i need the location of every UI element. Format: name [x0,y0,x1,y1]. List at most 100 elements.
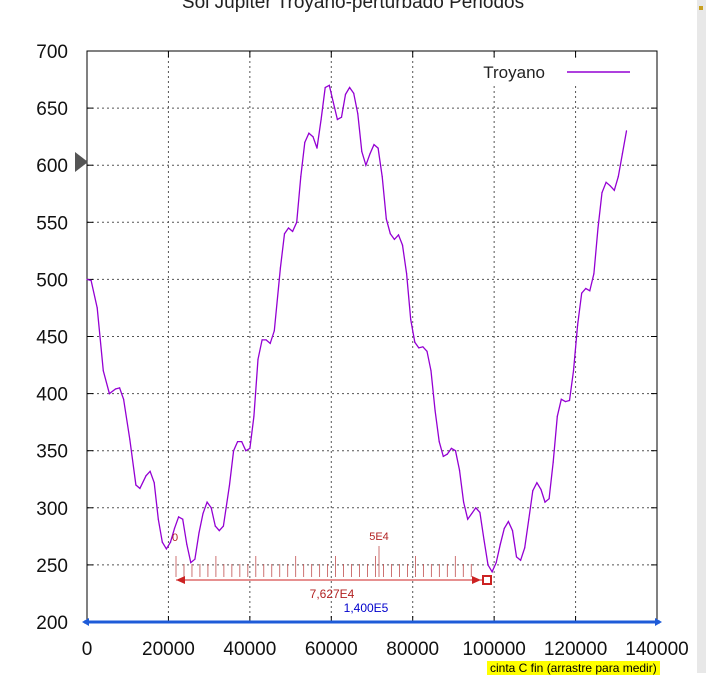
series-point [548,498,550,500]
series-point [90,279,92,282]
series-point [320,118,322,121]
series-point [324,86,326,89]
series-point [511,530,514,532]
series-point [430,370,432,372]
series-point [515,556,518,558]
series-point [446,453,448,455]
series-point [214,525,216,527]
x-tick-label: 140000 [625,639,688,660]
series-point [328,84,330,86]
x-tick-label: 40000 [223,639,276,660]
series-point [308,132,310,134]
x-tick-label: 0 [82,639,93,660]
series-point [157,518,159,520]
series-point [495,562,497,564]
series-point [572,370,575,372]
series-point [145,475,147,477]
series-point [349,86,351,89]
y-tick-label: 450 [36,328,68,349]
series-point [96,307,98,309]
series-point [182,518,184,520]
series-point [467,518,469,520]
series-point [292,230,294,232]
series-point [202,512,204,515]
tape-end-handle [482,575,492,585]
series-point [479,511,481,513]
series-point [503,527,505,530]
series-point [361,150,363,153]
series-point [617,176,619,178]
cursor-pointer-icon [75,152,88,172]
series-point [123,398,125,400]
series-point [536,482,538,484]
series-point [237,441,239,443]
tape-annotation: 0 [172,532,178,544]
series-point [340,116,343,118]
series-point [389,233,391,235]
series-point [520,559,522,561]
series-point [564,401,567,403]
series-point [296,221,298,223]
series-point [397,234,400,236]
series-point [357,113,359,115]
series-point [119,387,121,389]
series-point [418,347,420,349]
y-tick-label: 300 [36,499,68,520]
series-line-troyano [86,84,628,574]
series-point [585,287,587,290]
series-point [434,410,436,412]
series-point [86,278,88,280]
series-point [222,525,224,527]
series-point [552,461,554,463]
edge-marker [699,6,703,10]
series-point [426,350,428,352]
series-point [438,441,440,443]
y-tick-label: 200 [36,613,68,634]
series-point [186,543,188,545]
axis-tick-labels: 0 20000 40000 60000 80000 100000 120000 140000 2… [36,42,688,660]
series-point [210,507,212,509]
tape-annotation: 1,400E5 [344,601,389,615]
series-point [487,564,489,566]
series-point [241,441,243,443]
grid-lines [87,51,657,622]
series-point [304,141,306,143]
legend-label: Troyano [483,63,545,82]
series-point [312,136,314,138]
series-point [422,346,424,348]
y-tick-label: 500 [36,270,68,291]
legend: Troyano [455,58,640,86]
series-point [373,144,375,146]
y-tick-label: 600 [36,156,68,177]
axis-ticks [86,50,658,623]
baseline-right-marker [655,618,662,626]
series-point [198,532,200,534]
series-point [491,571,493,573]
y-tick-label: 550 [36,213,68,234]
series-point [365,164,367,166]
series-point [471,512,473,515]
series-point [353,92,355,94]
series-point [528,518,530,520]
series-point [589,290,591,292]
series-point [593,273,595,275]
series-point [265,339,267,341]
series-point [577,324,579,326]
series-point [129,438,131,440]
series-point [257,358,259,360]
series-point [507,520,509,523]
series-point [332,101,334,103]
y-tick-label: 700 [36,42,68,63]
series-point [369,153,371,155]
series-point [532,490,534,492]
series-point [568,399,571,402]
series-point [540,488,542,491]
series-point [475,507,477,509]
series-point [139,487,141,489]
series-point [253,415,255,417]
x-tick-label: 120000 [544,639,607,660]
x-tick-label: 100000 [462,639,525,660]
x-tick-label: 20000 [142,639,195,660]
series-point [190,562,192,564]
series-layer [86,84,628,574]
